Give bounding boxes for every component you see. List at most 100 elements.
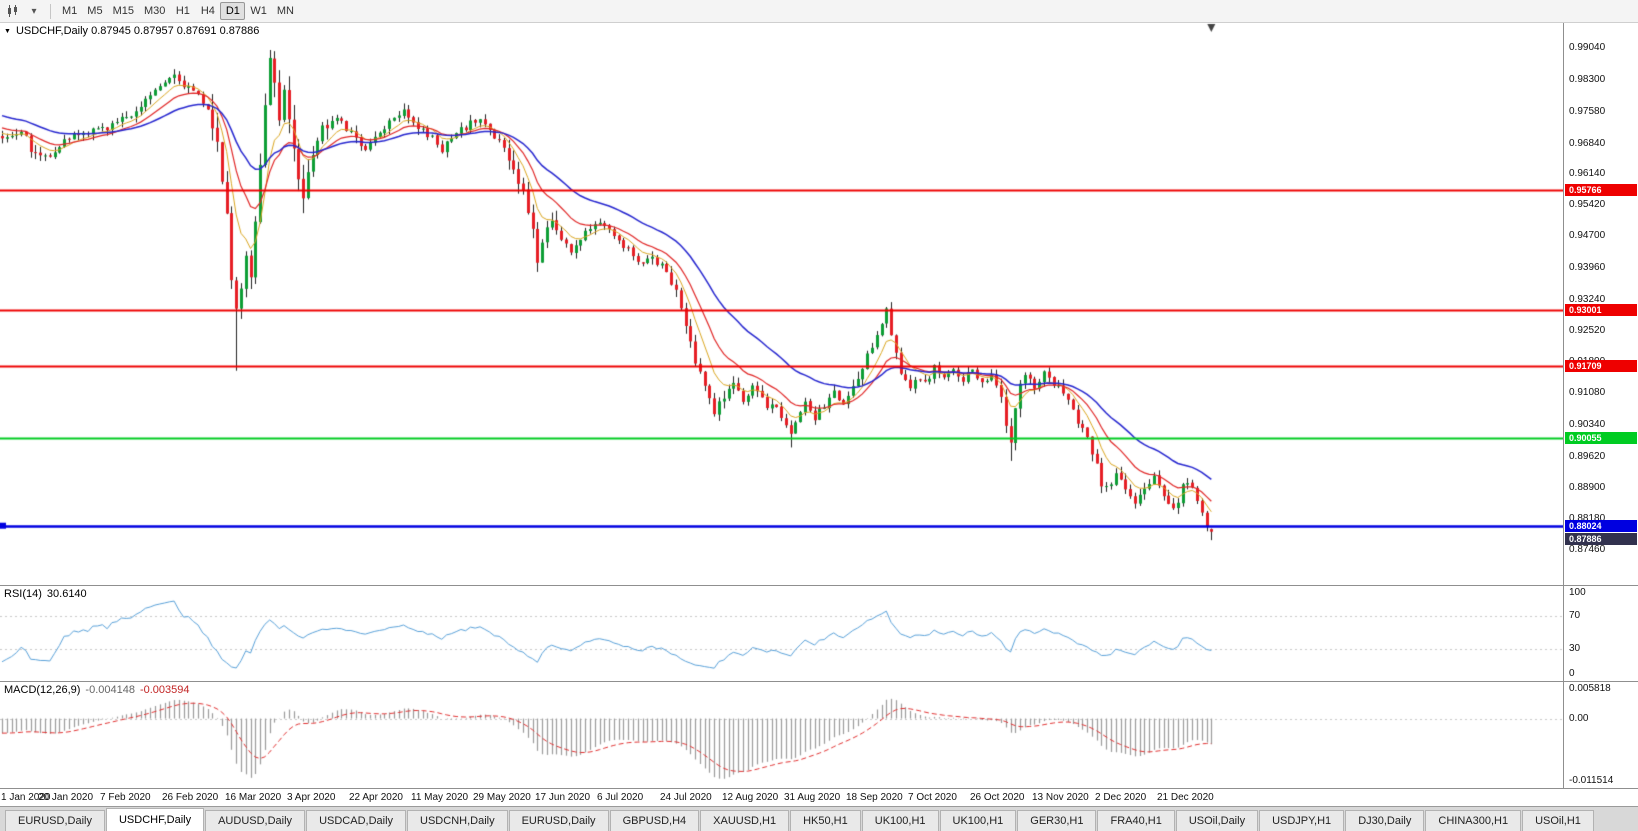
macd-signal-value: -0.003594 xyxy=(139,684,190,696)
time-axis[interactable]: 1 Jan 2020 20 Jan 2020 7 Feb 2020 26 Feb 20… xyxy=(0,789,1638,806)
macd-name: MACD(12,26,9) xyxy=(4,684,81,696)
chart-tab[interactable]: USDJPY,H1 xyxy=(1259,810,1345,831)
chart-tab[interactable]: USDCAD,Daily xyxy=(306,810,407,831)
chart-tab[interactable]: AUDUSD,Daily xyxy=(205,810,306,831)
axis-label: 0.88180 xyxy=(1569,513,1606,524)
timeframe-button-m1[interactable]: M1 xyxy=(62,5,78,17)
price-tag: 0.91709 xyxy=(1565,360,1637,372)
price-tag: 0.87886 xyxy=(1565,533,1637,545)
timeframe-button-d1[interactable]: D1 xyxy=(220,2,246,20)
chart-tab[interactable]: USOil,H1 xyxy=(1522,810,1594,831)
chart-tab[interactable]: USDCHF,Daily xyxy=(105,808,205,831)
chart-tab[interactable]: USOil,Daily xyxy=(1175,810,1259,831)
chart-tab[interactable]: XAUUSD,H1 xyxy=(700,810,790,831)
axis-label: 0.88900 xyxy=(1569,482,1606,493)
rsi-axis[interactable]: 100 70 30 0 xyxy=(1563,586,1638,681)
window-menu-icon[interactable]: ▼ xyxy=(4,27,11,35)
date-axis-label: 3 Apr 2020 xyxy=(287,792,336,803)
axis-label: 0.93240 xyxy=(1569,294,1606,305)
axis-label: 0.98300 xyxy=(1569,74,1606,85)
price-tag: 0.93001 xyxy=(1565,304,1637,316)
date-axis-label: 12 Aug 2020 xyxy=(722,792,779,803)
price-chart-canvas[interactable] xyxy=(0,23,1563,585)
axis-label: 0.95420 xyxy=(1569,199,1606,210)
rsi-canvas[interactable] xyxy=(0,586,1563,681)
axis-label: 0.96140 xyxy=(1569,168,1606,179)
macd-indicator-panel: MACD(12,26,9) -0.004148 -0.003594 0.0058… xyxy=(0,682,1638,789)
chart-tab[interactable]: EURUSD,Daily xyxy=(5,810,105,831)
chart-info-text: USDCHF,Daily 0.87945 0.87957 0.87691 0.8… xyxy=(15,25,260,37)
axis-label: 0.97580 xyxy=(1569,106,1606,117)
chart-tab[interactable]: FRA40,H1 xyxy=(1097,810,1175,831)
macd-axis[interactable]: 0.005818 0.00 -0.011514 xyxy=(1563,682,1638,788)
chart-tab[interactable]: HK50,H1 xyxy=(790,810,861,831)
date-axis-label: 31 Aug 2020 xyxy=(784,792,841,803)
date-axis-label: 6 Jul 2020 xyxy=(597,792,644,803)
timeframe-toolbar: ▾ M1 M5 M15 M30 H1 H4 D1 W1 MN xyxy=(0,0,1638,23)
date-axis-label: 7 Oct 2020 xyxy=(908,792,957,803)
date-axis-label: 21 Dec 2020 xyxy=(1157,792,1214,803)
chart-tab[interactable]: UK100,H1 xyxy=(861,810,939,831)
date-axis-label: 22 Apr 2020 xyxy=(349,792,403,803)
timeframe-button-w1[interactable]: W1 xyxy=(250,5,267,17)
axis-label: 0.93960 xyxy=(1569,262,1606,273)
date-axis-label: 16 Mar 2020 xyxy=(225,792,282,803)
chart-info-line: ▼ USDCHF,Daily 0.87945 0.87957 0.87691 0… xyxy=(4,25,259,37)
date-axis-label: 24 Jul 2020 xyxy=(660,792,712,803)
axis-label: 0.96840 xyxy=(1569,138,1606,149)
rsi-label: RSI(14) 30.6140 xyxy=(4,588,87,600)
axis-label: 0 xyxy=(1569,668,1575,679)
price-axis[interactable]: 0.99040 0.98300 0.97580 0.96840 0.96140 0.954… xyxy=(1563,23,1638,585)
macd-canvas[interactable] xyxy=(0,682,1563,788)
chart-tab[interactable]: CHINA300,H1 xyxy=(1425,810,1522,831)
date-axis-label: 26 Oct 2020 xyxy=(970,792,1025,803)
timeframe-button-h4[interactable]: H4 xyxy=(200,5,215,17)
axis-label: 0.005818 xyxy=(1569,683,1611,694)
chart-tab[interactable]: USDCNH,Daily xyxy=(407,810,508,831)
chart-tab[interactable]: DJ30,Daily xyxy=(1345,810,1425,831)
date-axis-label: 13 Nov 2020 xyxy=(1032,792,1089,803)
date-axis-label: 26 Feb 2020 xyxy=(162,792,219,803)
chart-window: ▼ USDCHF,Daily 0.87945 0.87957 0.87691 0… xyxy=(0,23,1638,806)
rsi-value: 30.6140 xyxy=(46,588,87,600)
axis-label: 0.99040 xyxy=(1569,42,1606,53)
timeframe-button-h1[interactable]: H1 xyxy=(175,5,190,17)
chart-tab[interactable]: GBPUSD,H4 xyxy=(609,810,700,831)
axis-label: 30 xyxy=(1569,643,1581,654)
date-axis-label: 1 Jan 2020 xyxy=(1,792,51,803)
date-axis-label: 2 Dec 2020 xyxy=(1095,792,1147,803)
axis-label: 0.89620 xyxy=(1569,451,1606,462)
timeframe-button-m15[interactable]: M15 xyxy=(112,5,134,17)
caret-down-icon[interactable]: ▾ xyxy=(31,5,37,17)
toolbar-separator xyxy=(50,3,51,19)
date-axis-label: 7 Feb 2020 xyxy=(100,792,151,803)
date-axis-label: 20 Jan 2020 xyxy=(38,792,94,803)
price-tag: 0.88024 xyxy=(1565,520,1637,532)
axis-label: 0.92520 xyxy=(1569,325,1606,336)
chart-tab[interactable]: EURUSD,Daily xyxy=(508,810,609,831)
timeframe-buttons: M1 M5 M15 M30 H1 H4 D1 W1 MN xyxy=(57,2,299,20)
price-tag: 0.90055 xyxy=(1565,432,1637,444)
axis-label: 100 xyxy=(1569,587,1586,598)
axis-label: 0.94700 xyxy=(1569,230,1606,241)
axis-label: 0.91080 xyxy=(1569,387,1606,398)
axis-label: 0.90340 xyxy=(1569,419,1606,430)
macd-value: -0.004148 xyxy=(85,684,135,696)
chart-tab[interactable]: GER30,H1 xyxy=(1017,810,1097,831)
date-axis-label: 29 May 2020 xyxy=(473,792,531,803)
date-axis-label: 17 Jun 2020 xyxy=(535,792,591,803)
timeframe-button-m5[interactable]: M5 xyxy=(87,5,103,17)
axis-label: 0.87460 xyxy=(1569,544,1606,555)
chart-tabs-bar: EURUSD,Daily USDCHF,Daily AUDUSD,Daily USDC… xyxy=(0,806,1638,831)
price-chart-panel: ▼ USDCHF,Daily 0.87945 0.87957 0.87691 0… xyxy=(0,23,1638,586)
timeframe-button-mn[interactable]: MN xyxy=(276,5,294,17)
macd-label: MACD(12,26,9) -0.004148 -0.003594 xyxy=(4,684,190,696)
date-axis-label: 18 Sep 2020 xyxy=(846,792,903,803)
axis-label: 0.00 xyxy=(1569,713,1589,724)
timeframe-button-m30[interactable]: M30 xyxy=(143,5,166,17)
price-tag: 0.95766 xyxy=(1565,184,1637,196)
rsi-name: RSI(14) xyxy=(4,588,42,600)
axis-label: -0.011514 xyxy=(1569,775,1614,786)
chart-type-icon[interactable] xyxy=(3,2,23,21)
chart-tab[interactable]: UK100,H1 xyxy=(939,810,1017,831)
